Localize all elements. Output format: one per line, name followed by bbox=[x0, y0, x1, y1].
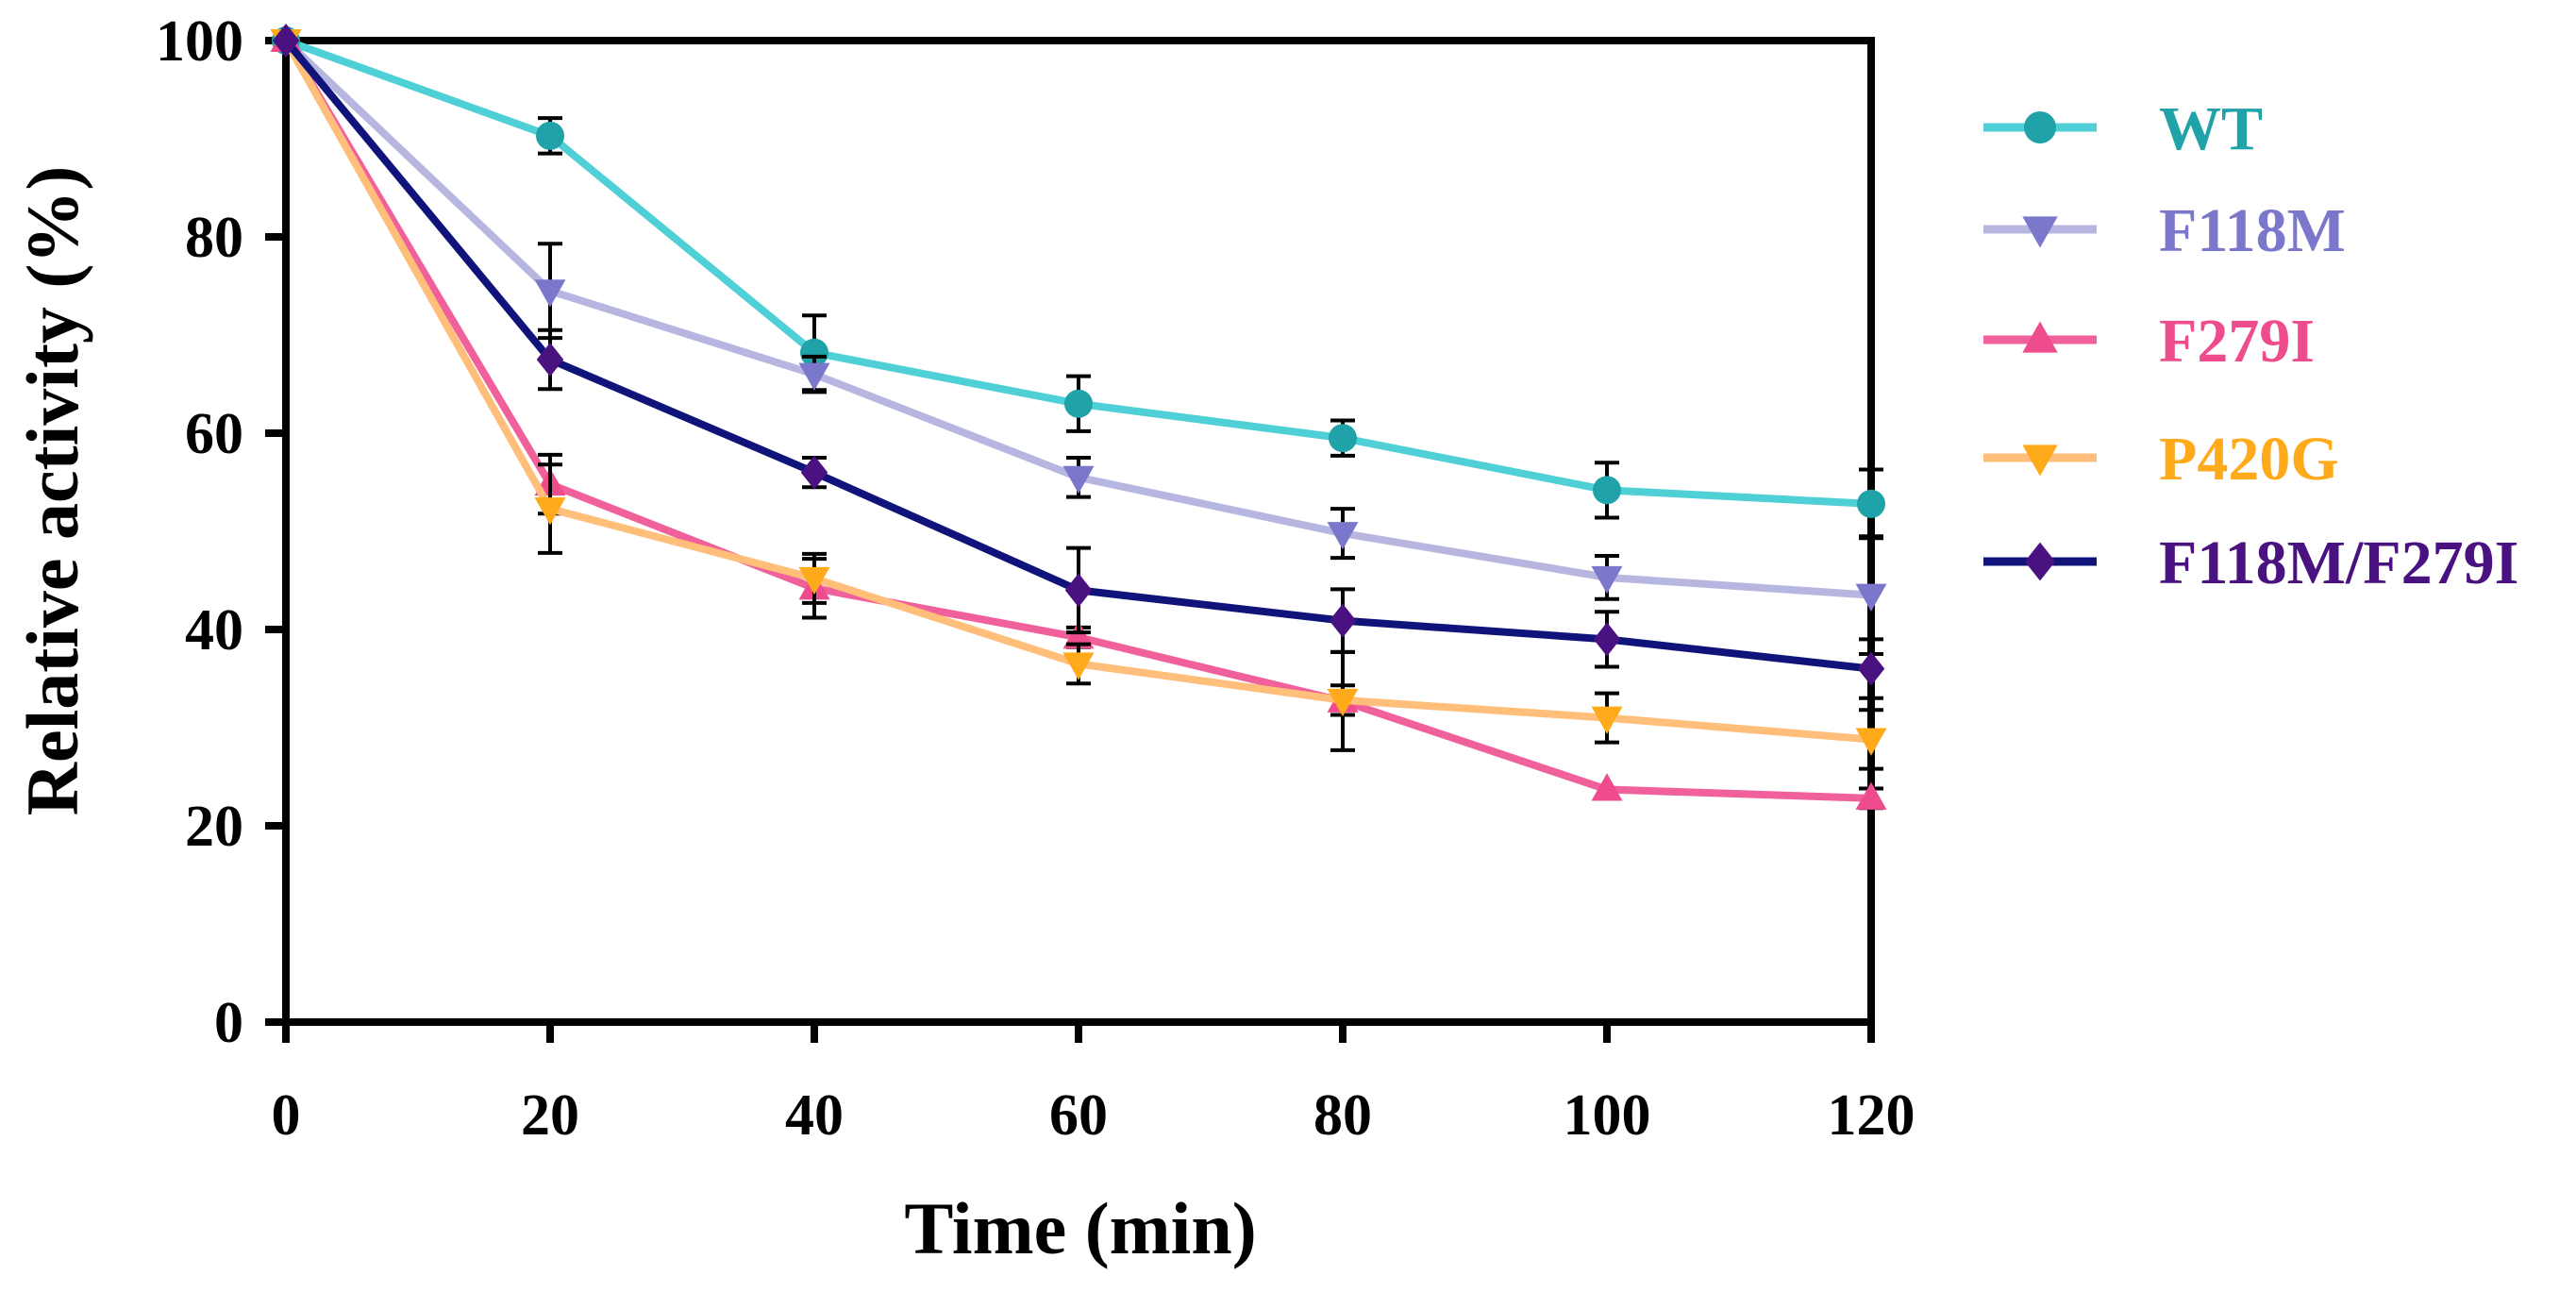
x-tick-label: 120 bbox=[1828, 1083, 1915, 1148]
y-tick-label: 80 bbox=[185, 206, 243, 270]
data-point bbox=[1591, 565, 1623, 595]
data-point bbox=[1329, 603, 1357, 638]
series-1 bbox=[270, 29, 1887, 656]
y-tick-label: 100 bbox=[156, 9, 243, 74]
x-tick-label: 20 bbox=[521, 1083, 579, 1148]
data-point bbox=[1593, 622, 1621, 657]
legend-marker bbox=[2022, 321, 2058, 353]
y-tick-label: 20 bbox=[185, 795, 243, 859]
plot-frame bbox=[282, 37, 1875, 1026]
legend-marker bbox=[2024, 111, 2056, 143]
data-point bbox=[1327, 522, 1359, 550]
x-tick-label: 40 bbox=[785, 1083, 844, 1148]
data-point bbox=[798, 362, 830, 391]
data-point bbox=[272, 24, 300, 58]
legend-label: F118M bbox=[2159, 196, 2346, 265]
legend-item: P420G bbox=[1983, 425, 2339, 494]
legend-label: F279I bbox=[2159, 307, 2315, 376]
data-point bbox=[1857, 651, 1885, 686]
data-point bbox=[1062, 652, 1095, 680]
legend-label: WT bbox=[2159, 94, 2263, 163]
legend-item: F118M bbox=[1983, 196, 2346, 265]
data-point bbox=[534, 497, 566, 526]
legend-marker bbox=[2024, 542, 2056, 581]
data-point bbox=[1064, 389, 1093, 418]
data-point bbox=[1064, 573, 1093, 608]
data-point bbox=[536, 121, 564, 150]
data-point bbox=[1062, 465, 1095, 495]
legend-label: F118M/F279I bbox=[2159, 529, 2518, 597]
legend-item: F118M/F279I bbox=[1983, 529, 2518, 597]
legend-item: F279I bbox=[1983, 307, 2315, 376]
y-tick-label: 60 bbox=[185, 402, 243, 466]
y-axis-title: Relative activity (%) bbox=[11, 166, 93, 816]
data-point bbox=[1857, 489, 1885, 518]
data-point bbox=[1855, 728, 1887, 756]
x-tick-label: 80 bbox=[1313, 1083, 1372, 1148]
data-point bbox=[798, 566, 830, 596]
series-0 bbox=[272, 26, 1885, 541]
data-point bbox=[800, 455, 828, 490]
y-tick-label: 0 bbox=[214, 991, 243, 1055]
y-tick-label: 40 bbox=[185, 598, 243, 663]
data-point bbox=[1593, 476, 1621, 505]
x-tick-label: 100 bbox=[1564, 1083, 1651, 1148]
data-point bbox=[1855, 583, 1887, 612]
data-point bbox=[1591, 773, 1623, 801]
data-point bbox=[800, 338, 828, 367]
x-tick-label: 0 bbox=[272, 1083, 301, 1148]
legend-marker bbox=[2022, 445, 2058, 477]
data-point bbox=[534, 279, 566, 308]
data-point bbox=[1062, 621, 1095, 649]
data-point bbox=[1591, 706, 1623, 734]
x-axis-title: Time (min) bbox=[904, 1187, 1256, 1269]
legend-label: P420G bbox=[2159, 425, 2339, 494]
series-4 bbox=[272, 24, 1885, 700]
data-point bbox=[1327, 688, 1359, 717]
x-tick-label: 60 bbox=[1049, 1083, 1108, 1148]
data-point bbox=[536, 343, 564, 377]
legend-marker bbox=[2022, 216, 2058, 248]
legend-item: WT bbox=[1983, 94, 2263, 163]
data-point bbox=[1855, 781, 1887, 810]
data-point bbox=[1329, 424, 1357, 453]
